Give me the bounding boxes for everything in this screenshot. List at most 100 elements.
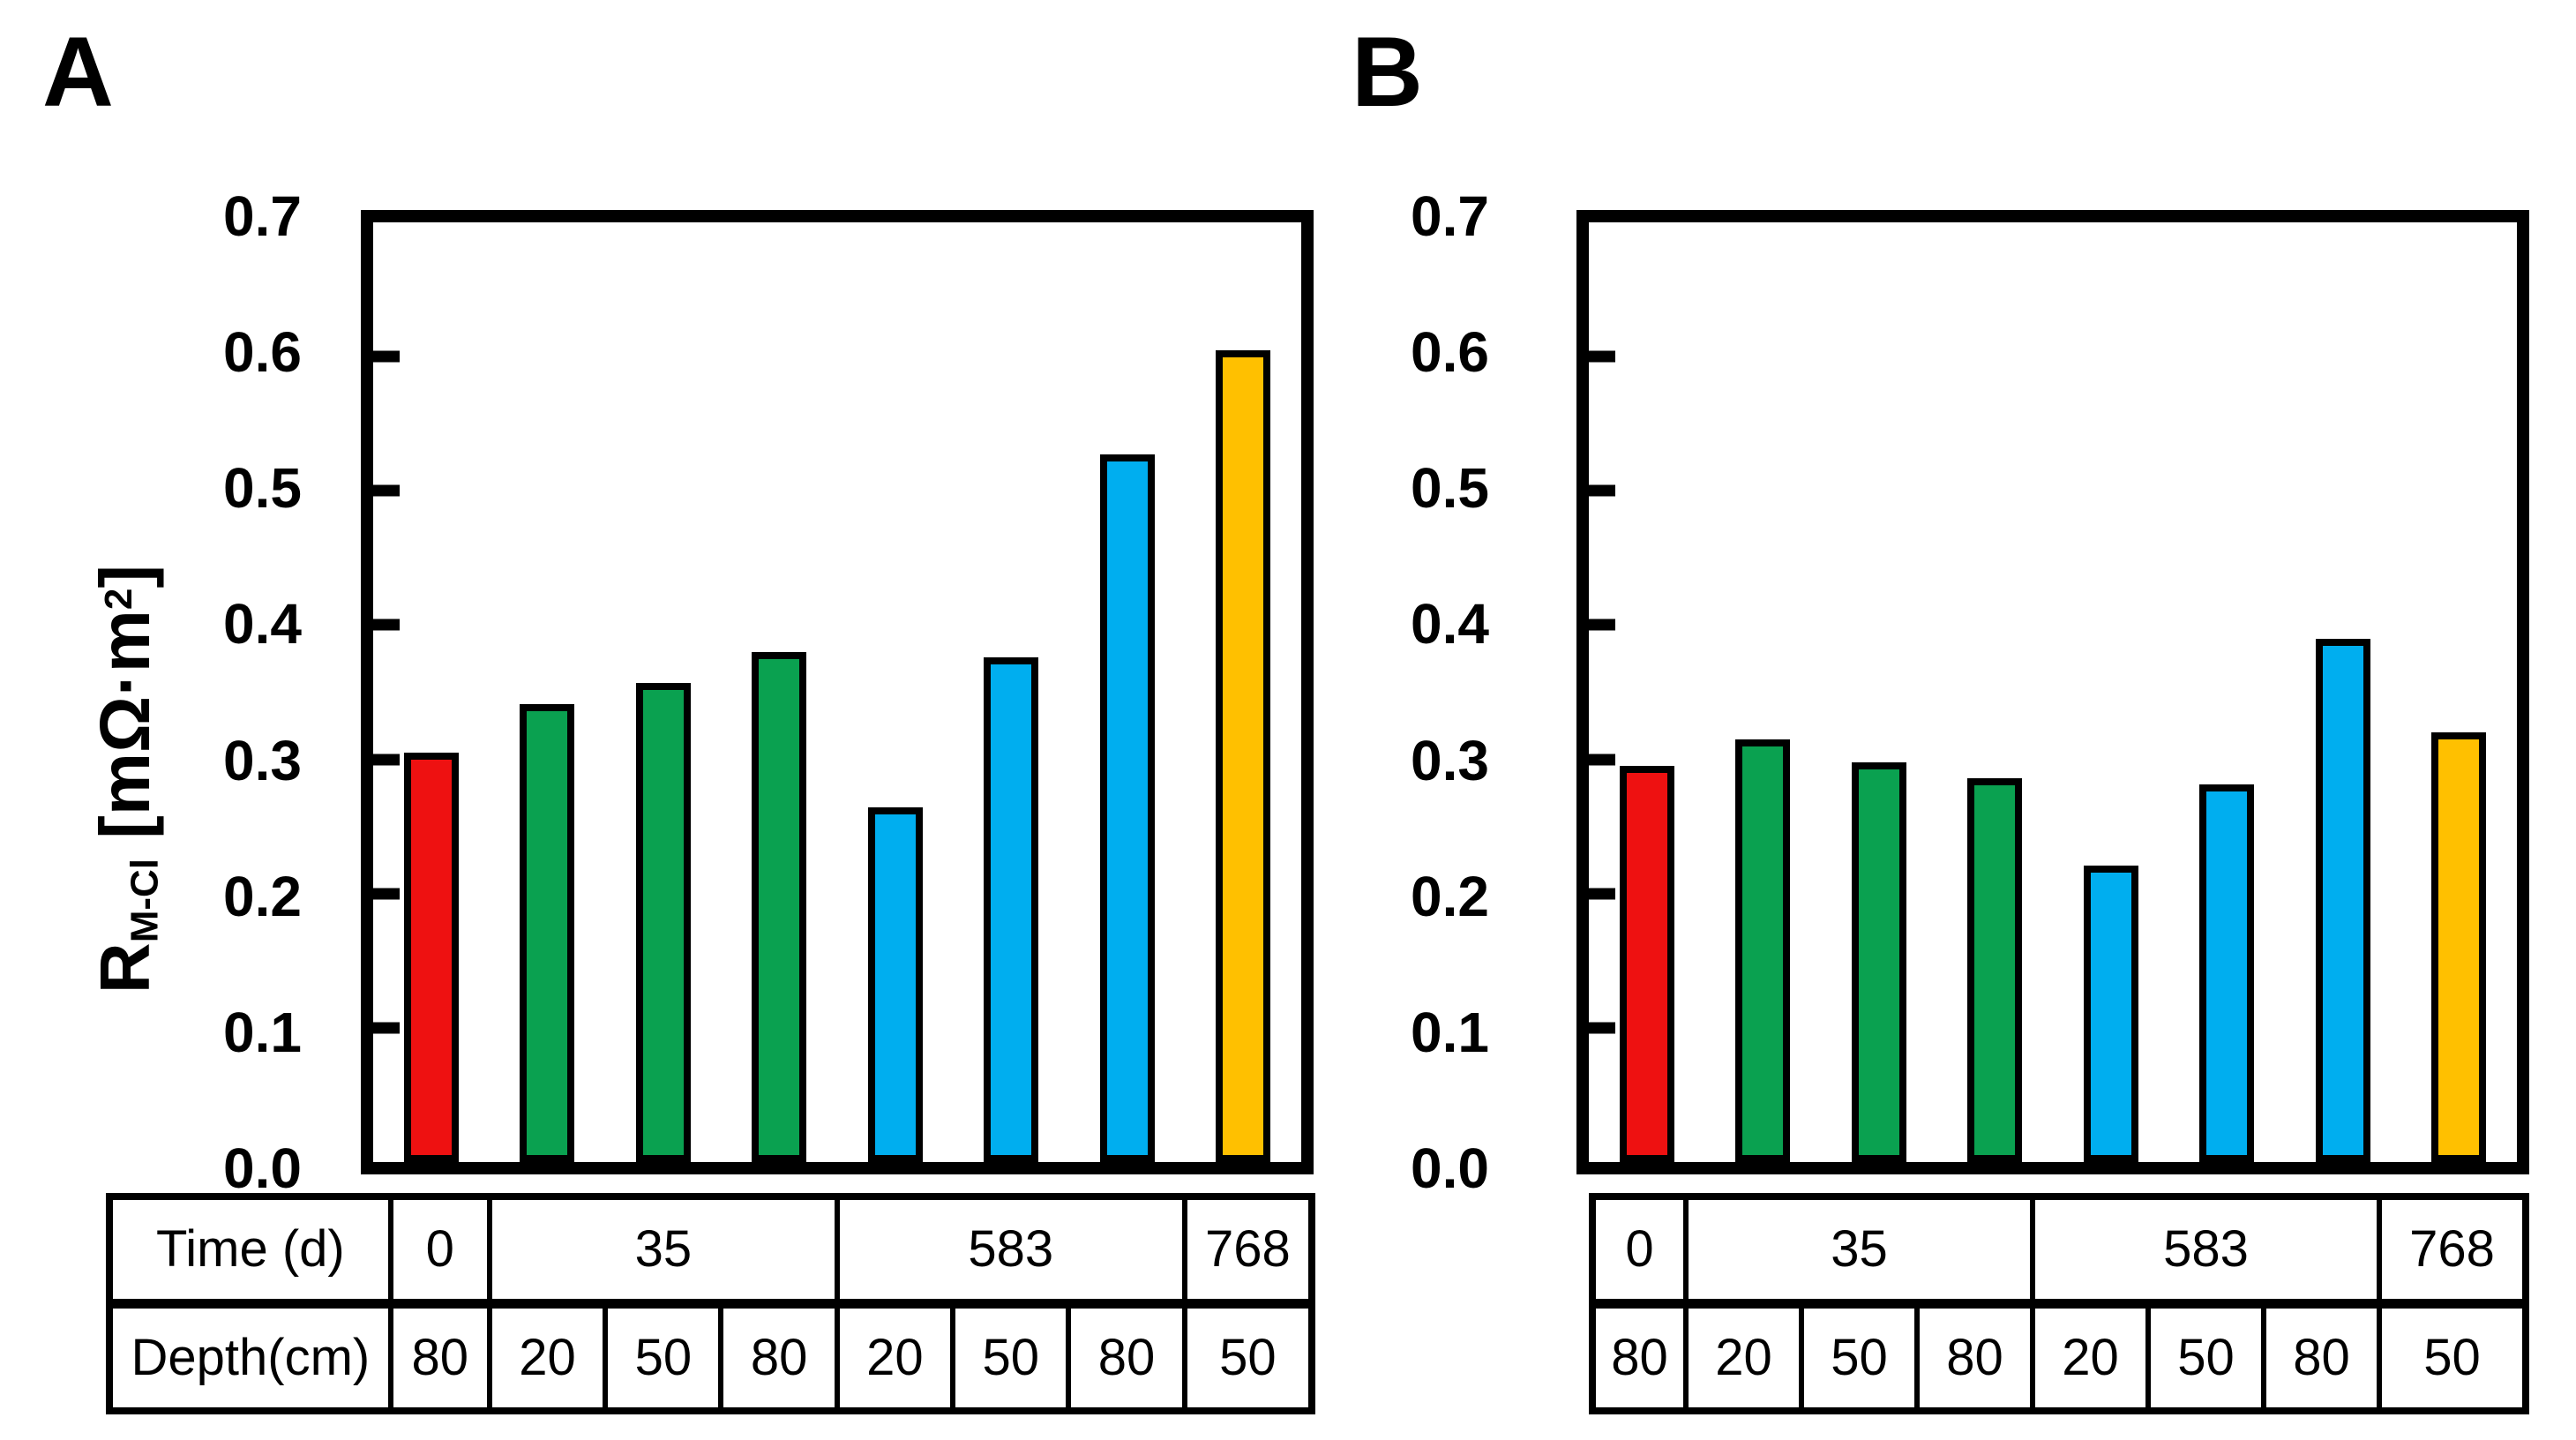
- bar-b-time583-depth80: [2315, 638, 2370, 1162]
- table-cell-depth: 20: [2030, 1301, 2152, 1414]
- y-tick-mark: [1589, 619, 1615, 631]
- table-cell-depth: 20: [486, 1301, 609, 1414]
- panel-b-label: B: [1352, 17, 1423, 127]
- panel-a-label: A: [42, 17, 114, 127]
- bar-b-time583-depth20: [2083, 865, 2138, 1162]
- table-b-depth-row: 80 20 50 80 20 50 80 50: [1590, 1301, 2529, 1414]
- table-cell-depth: 50: [2377, 1301, 2529, 1414]
- y-tick-label: 0.0: [223, 1136, 302, 1200]
- bar-slot: [1186, 222, 1302, 1162]
- table-cell-depth: 50: [603, 1301, 724, 1414]
- bar-slot: [1705, 222, 1822, 1162]
- bar-a-time583-depth50: [984, 656, 1039, 1162]
- y-tick-mark: [1589, 484, 1615, 497]
- table-cell-time: 0: [1590, 1194, 1689, 1309]
- chart-a-plot-area: [361, 210, 1314, 1174]
- bar-b-time35-depth20: [1735, 739, 1791, 1162]
- bar-slot: [954, 222, 1070, 1162]
- y-tick-label: 0.5: [223, 456, 302, 521]
- y-tick-mark: [373, 1022, 400, 1034]
- table-cell-depth: 80: [1066, 1301, 1187, 1414]
- bar-b-time768-depth50: [2431, 732, 2487, 1162]
- table-cell-depth: 80: [387, 1301, 492, 1414]
- y-tick-mark: [373, 754, 400, 766]
- bar-slot: [1069, 222, 1186, 1162]
- y-tick-label: 0.1: [223, 1000, 302, 1064]
- table-cell-depth: 20: [1683, 1301, 1804, 1414]
- bar-b-time35-depth80: [1967, 777, 2023, 1162]
- y-tick-mark: [1589, 1022, 1615, 1034]
- chart-b-plot-area: [1576, 210, 2529, 1174]
- table-cell-depth: 80: [718, 1301, 840, 1414]
- y-tick-mark: [1589, 754, 1615, 766]
- bar-slot: [490, 222, 606, 1162]
- bar-slot: [2401, 222, 2518, 1162]
- table-cell-depth: 80: [1590, 1301, 1689, 1414]
- table-cell-time: 768: [1181, 1194, 1315, 1309]
- bar-slot: [605, 222, 722, 1162]
- table-cell-time: 35: [486, 1194, 840, 1309]
- bar-b-time0-depth80: [1619, 766, 1674, 1162]
- bar-slot: [373, 222, 490, 1162]
- y-tick-mark: [373, 350, 400, 363]
- chart-b-bars: [1589, 222, 2517, 1162]
- y-tick-mark: [1589, 888, 1615, 900]
- y-tick-label: 0.3: [223, 728, 302, 792]
- table-cell-depth: 80: [2261, 1301, 2383, 1414]
- y-tick-label: 0.5: [1411, 456, 1489, 521]
- bar-a-time583-depth20: [867, 807, 923, 1162]
- bar-a-time35-depth50: [635, 682, 691, 1162]
- y-tick-label: 0.1: [1411, 1000, 1489, 1064]
- table-cell-time: 768: [2377, 1194, 2529, 1309]
- bar-a-time35-depth20: [520, 704, 575, 1162]
- table-cell-depth: 80: [1913, 1301, 2036, 1414]
- table-cell-depth: 50: [1799, 1301, 1920, 1414]
- bar-slot: [2053, 222, 2169, 1162]
- y-tick-label: 0.2: [1411, 864, 1489, 928]
- y-tick-label: 0.3: [1411, 728, 1489, 792]
- table-cell-time: 0: [387, 1194, 492, 1309]
- table-a-time-row: Time (d) 0 35 583 768: [107, 1194, 1315, 1309]
- bar-a-time0-depth80: [403, 752, 459, 1162]
- table-a: Time (d) 0 35 583 768 Depth(cm) 80 20 50…: [106, 1193, 1315, 1414]
- table-a-depth-row-label: Depth(cm): [107, 1301, 393, 1414]
- bar-slot: [837, 222, 954, 1162]
- y-tick-label: 0.4: [223, 592, 302, 656]
- table-b-time-row: 0 35 583 768: [1590, 1194, 2529, 1309]
- table-a-time-row-label: Time (d): [107, 1194, 393, 1309]
- y-tick-mark: [373, 888, 400, 900]
- bar-slot: [2169, 222, 2286, 1162]
- bar-slot: [2285, 222, 2401, 1162]
- table-a-depth-row: Depth(cm) 80 20 50 80 20 50 80 50: [107, 1301, 1315, 1414]
- chart-a-bars: [373, 222, 1301, 1162]
- table-cell-time: 583: [2030, 1194, 2383, 1309]
- table-cell-depth: 50: [1181, 1301, 1315, 1414]
- table-b: 0 35 583 768 80 20 50 80 20 50 80 50: [1589, 1193, 2530, 1414]
- y-tick-label: 0.6: [223, 320, 302, 385]
- bar-slot: [722, 222, 838, 1162]
- bar-slot: [1821, 222, 1937, 1162]
- table-cell-depth: 50: [2145, 1301, 2267, 1414]
- table-cell-time: 35: [1682, 1194, 2036, 1309]
- bar-b-time583-depth50: [2199, 784, 2255, 1162]
- table-cell-depth: 20: [834, 1301, 956, 1414]
- bar-slot: [1937, 222, 2054, 1162]
- y-tick-label: 0.0: [1411, 1136, 1489, 1200]
- y-tick-label: 0.2: [223, 864, 302, 928]
- bar-b-time35-depth50: [1851, 761, 1906, 1162]
- y-axis-ticks-b: 0.7 0.6 0.5 0.4 0.3 0.2 0.1 0.0: [1304, 188, 1489, 1196]
- y-tick-label: 0.7: [223, 184, 302, 248]
- y-tick-mark: [373, 484, 400, 497]
- y-tick-label: 0.7: [1411, 184, 1489, 248]
- y-tick-mark: [1589, 350, 1615, 363]
- table-cell-depth: 50: [950, 1301, 1072, 1414]
- y-tick-mark: [373, 619, 400, 631]
- bar-a-time35-depth80: [752, 651, 807, 1162]
- y-tick-label: 0.6: [1411, 320, 1489, 385]
- bar-a-time768-depth50: [1216, 349, 1271, 1162]
- bar-a-time583-depth80: [1099, 454, 1155, 1162]
- y-axis-ticks-a: 0.7 0.6 0.5 0.4 0.3 0.2 0.1 0.0: [116, 188, 302, 1196]
- y-tick-label: 0.4: [1411, 592, 1489, 656]
- table-cell-time: 583: [834, 1194, 1187, 1309]
